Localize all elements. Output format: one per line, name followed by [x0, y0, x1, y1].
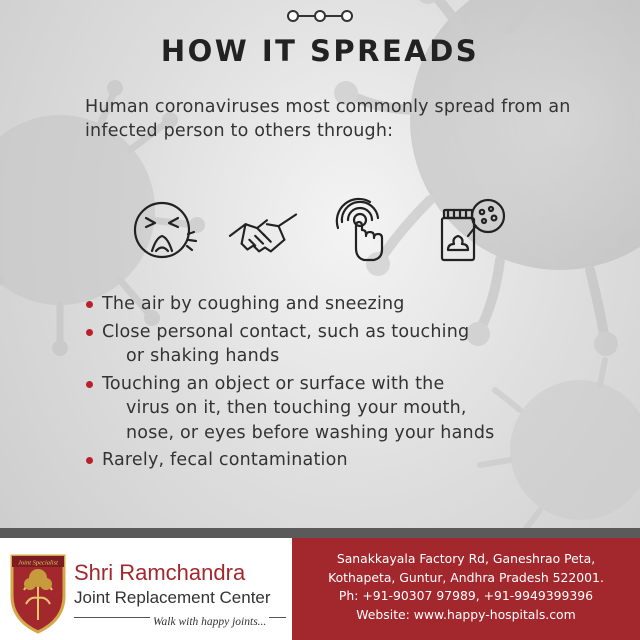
bullet-dot	[86, 380, 93, 388]
contact-block: Sanakkayala Factory Rd, Ganeshrao Peta, …	[292, 538, 640, 640]
brand-subtitle: Joint Replacement Center	[74, 588, 271, 607]
virus-background-image	[0, 0, 640, 528]
title-ornament	[287, 10, 353, 22]
website-link[interactable]: Website: www.happy-hospitals.com	[356, 606, 576, 622]
spread-methods-list: The air by coughing and sneezing Close p…	[86, 292, 606, 476]
address-line-1: Sanakkayala Factory Rd, Ganeshrao Peta,	[336, 551, 596, 566]
brand-tagline: Walk with happy joints...	[150, 616, 270, 628]
transmission-icons	[0, 196, 640, 268]
footer-divider	[0, 528, 640, 538]
bullet-dot	[86, 301, 93, 308]
handshake-icon	[228, 196, 300, 266]
bullet-dot	[86, 457, 93, 464]
page-title: HOW IT SPREADS	[160, 34, 480, 68]
brand-name: Shri Ramchandra	[74, 560, 246, 585]
hospital-logo: Joint Specialist	[10, 554, 66, 634]
list-item: Touching an object or surface with the v…	[86, 372, 606, 446]
bullet-dot	[86, 328, 93, 336]
brand-block: Joint Specialist Shri Ramchandra Joint R…	[0, 538, 292, 640]
list-item: The air by coughing and sneezing	[86, 292, 606, 317]
svg-text:Joint Specialist: Joint Specialist	[18, 560, 58, 567]
intro-text: Human coronaviruses most commonly spread…	[85, 97, 571, 141]
list-item: Rarely, fecal contamination	[86, 448, 606, 473]
list-item: Close personal contact, such as touching…	[86, 320, 606, 369]
fecal-sample-icon	[438, 196, 508, 266]
sneezing-face-icon	[130, 196, 200, 266]
address-line-2: Kothapeta, Guntur, Andhra Pradesh 522001…	[328, 569, 604, 585]
touch-surface-icon	[330, 196, 400, 266]
phone-numbers: Ph: +91-90307 97989, +91-9949399396	[338, 588, 594, 604]
